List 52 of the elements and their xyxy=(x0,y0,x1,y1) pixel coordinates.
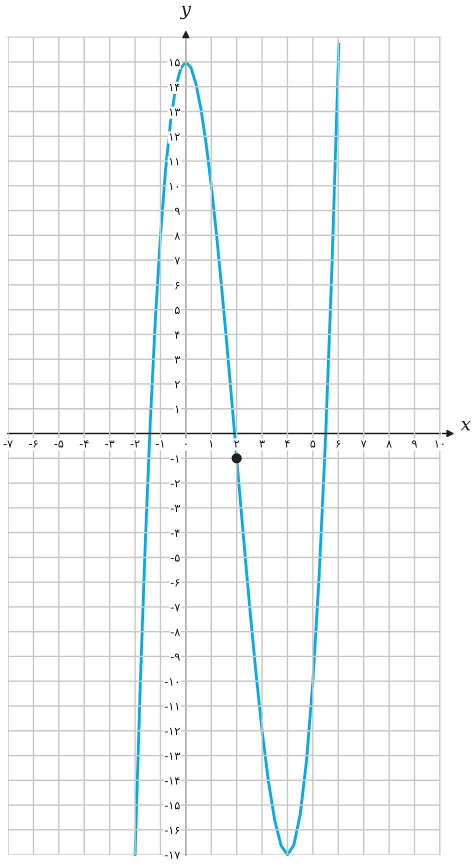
x-tick-label: -۲ xyxy=(130,440,140,448)
x-tick-label: ۴ xyxy=(284,440,290,448)
y-tick-label: ۵ xyxy=(174,306,180,314)
y-tick-label: ۴ xyxy=(174,332,180,339)
y-tick-label: -۵ xyxy=(170,554,180,562)
y-tick-label: -۱ xyxy=(170,455,178,463)
y-tick-label: ۱۲ xyxy=(170,133,180,140)
y-tick-label: ۳ xyxy=(174,356,180,364)
y-tick-label: ۱۳ xyxy=(170,108,180,116)
x-tick-label: ۹ xyxy=(412,440,417,448)
x-tick-label: ۱۰ xyxy=(435,440,444,448)
y-tick-label: -۷ xyxy=(170,604,180,612)
y-tick-label: -۱۲ xyxy=(164,728,180,735)
x-tick-label: ۲ xyxy=(234,440,240,448)
x-tick-label: ۷ xyxy=(361,440,366,448)
y-tick-label: ۱۱ xyxy=(170,158,178,166)
y-tick-label: ۶ xyxy=(175,282,180,290)
y-tick-label: ۱ xyxy=(176,406,178,413)
x-tick-label: -۱ xyxy=(156,440,164,448)
x-axis-title: x xyxy=(460,420,471,430)
y-tick-label: ۹ xyxy=(174,208,180,215)
y-tick-label: ۱۰ xyxy=(170,182,178,190)
y-tick-label: ۷ xyxy=(174,257,180,264)
y-tick-label: -۱۶ xyxy=(164,826,180,834)
x-tick-label: ۳ xyxy=(260,440,265,448)
y-tick-label: ۱۵ xyxy=(170,59,180,66)
x-tick-label: ۵ xyxy=(310,440,316,448)
y-tick-label: -۹ xyxy=(170,654,180,661)
y-tick-label: -۳ xyxy=(170,505,180,512)
y-tick-label: ۸ xyxy=(174,232,180,240)
x-tick-label: -۵ xyxy=(54,440,64,448)
x-tick-label: ۱ xyxy=(210,440,212,448)
y-tick-label: -۶ xyxy=(170,579,180,586)
y-tick-label: -۸ xyxy=(170,628,180,636)
x-tick-label: -۴ xyxy=(80,440,89,448)
x-tick-label: ۸ xyxy=(386,440,392,448)
x-tick-label: ۰ xyxy=(185,444,186,446)
y-tick-label: -۱۷ xyxy=(164,852,180,859)
y-tick-label: -۱۵ xyxy=(164,802,180,810)
y-tick-label: -۲ xyxy=(170,480,180,488)
y-tick-label: -۴ xyxy=(170,530,180,537)
y-tick-label: -۱۰ xyxy=(164,678,178,686)
y-tick-label: -۱۳ xyxy=(164,752,180,760)
y-tick-label: -۱۴ xyxy=(164,777,180,785)
x-tick-label: -۶ xyxy=(29,440,38,448)
y-tick-label: -۱۱ xyxy=(164,703,178,710)
y-tick-label: ۲ xyxy=(174,381,180,388)
y-tick-label: ۱۴ xyxy=(170,84,180,91)
y-axis-title: y xyxy=(180,6,192,20)
x-tick-label: -۳ xyxy=(105,440,114,448)
x-tick-label: ۶ xyxy=(336,440,340,448)
x-tick-label: -۷ xyxy=(4,440,13,448)
